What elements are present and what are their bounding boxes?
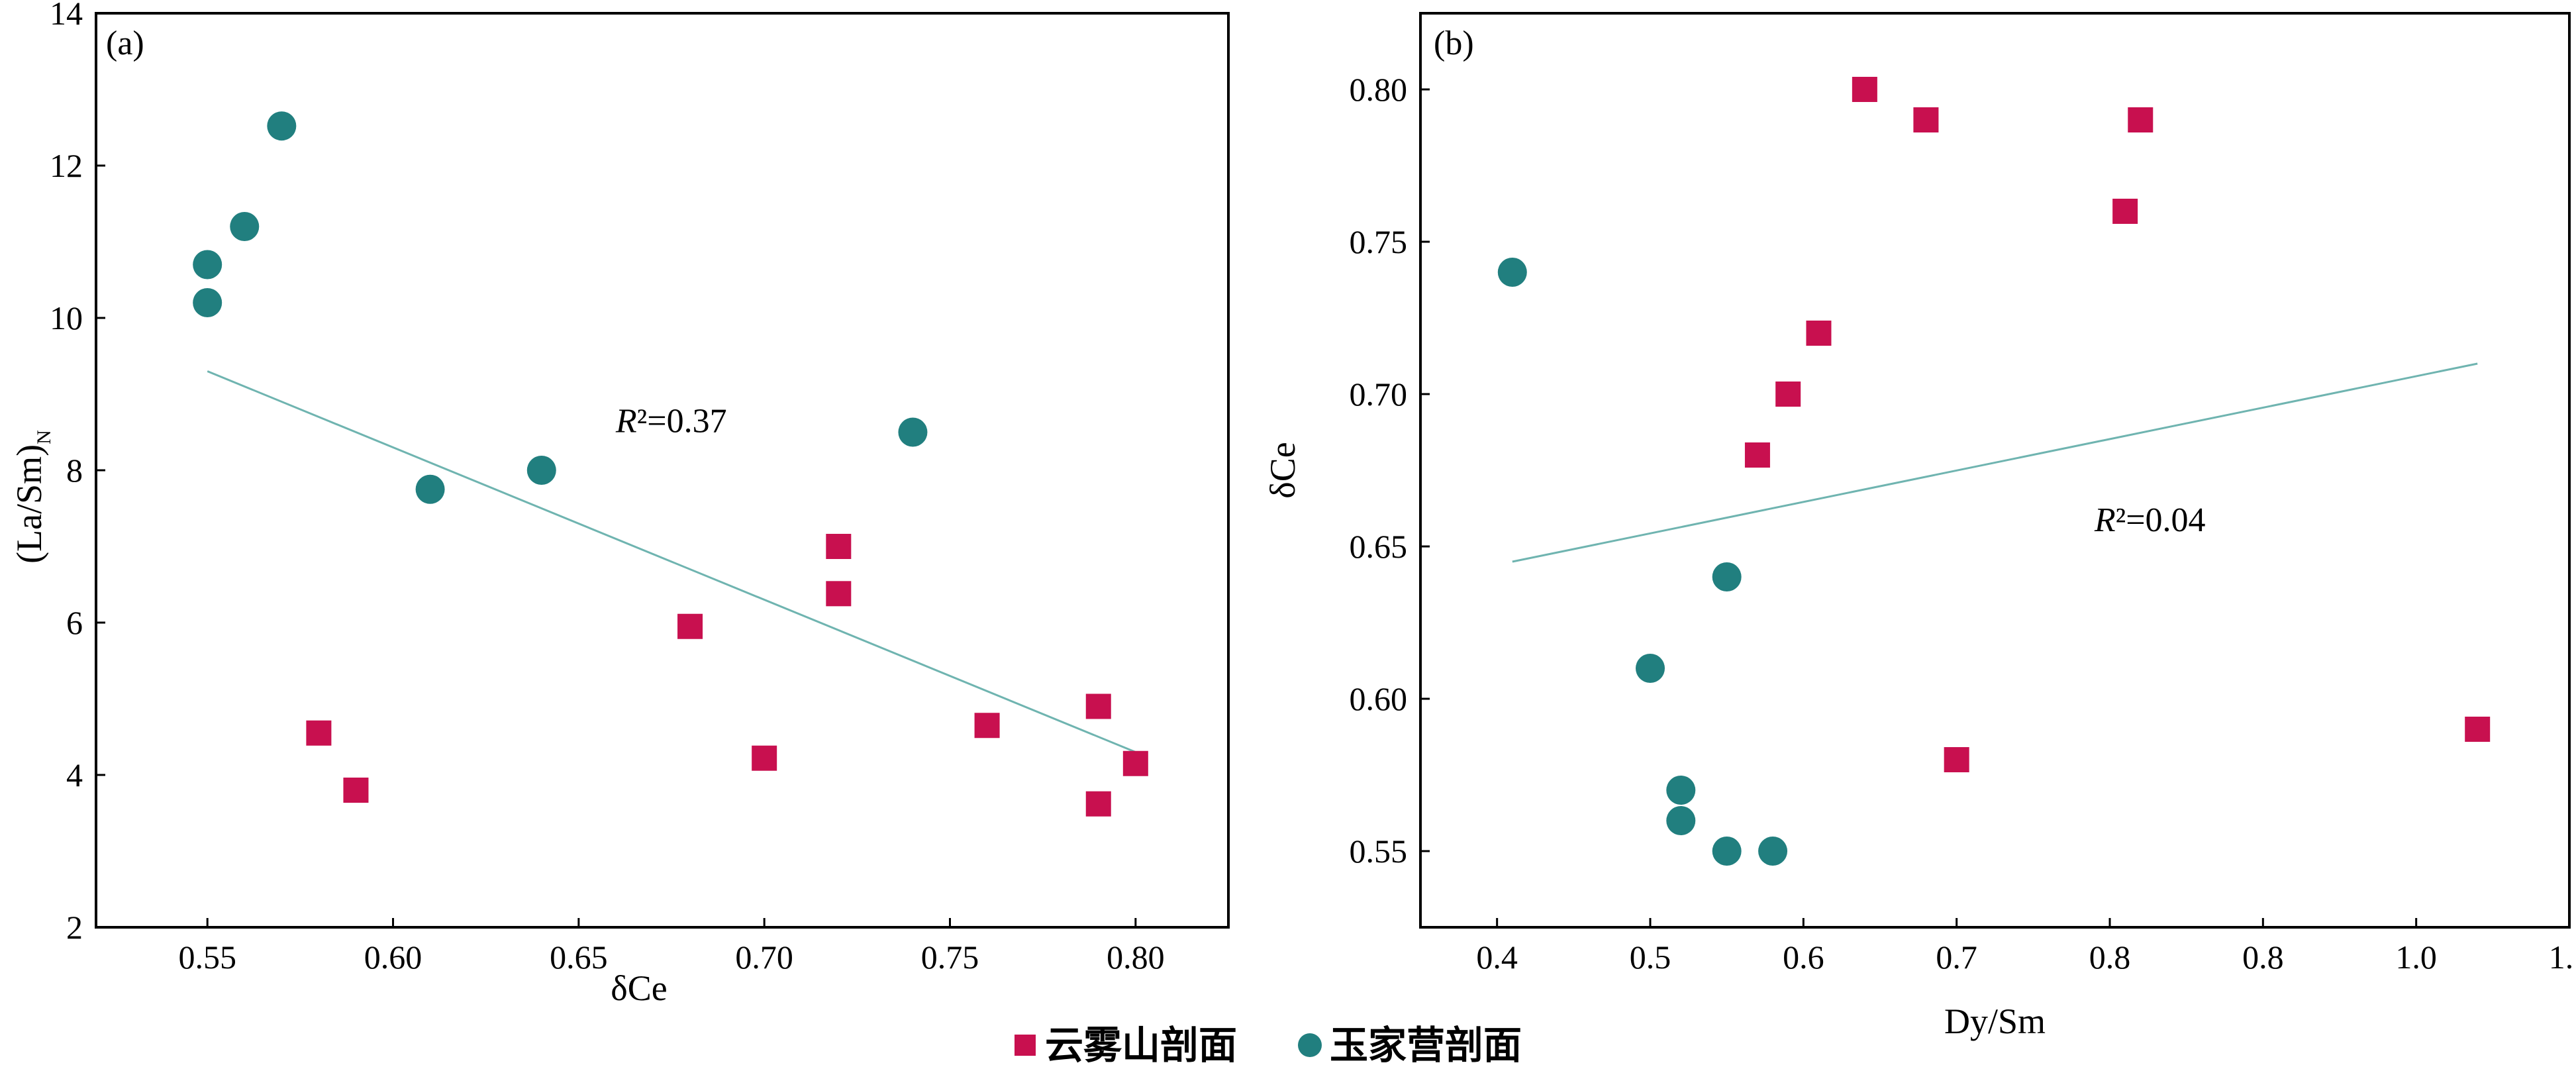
y-tick-label: 0.80 bbox=[1350, 71, 1408, 108]
r-squared-value: ²=0.04 bbox=[2116, 501, 2206, 539]
chart-panel-b: 0.4 0.5 0.6 0.7 0.8 0.8 1.0 1.1 0.55 0.60 0.65 0.70… bbox=[1263, 12, 2576, 1041]
legend-label-yunwushan: 云雾山剖面 bbox=[1045, 1023, 1237, 1068]
x-tick-label: 0.4 bbox=[1476, 939, 1518, 976]
r-squared-symbol: R bbox=[2094, 501, 2116, 539]
x-tick-label: 0.8 bbox=[2089, 939, 2131, 976]
data-point-circle bbox=[267, 111, 297, 141]
legend: 云雾山剖面 玉家营剖面 bbox=[1015, 1023, 1522, 1068]
data-point-square bbox=[2465, 717, 2491, 742]
y-tick-label: 10 bbox=[50, 299, 83, 336]
data-point-circle bbox=[1758, 837, 1788, 866]
data-point-square bbox=[306, 720, 332, 746]
x-tick-label: 0.6 bbox=[1783, 939, 1824, 976]
x-tick-label: 1.0 bbox=[2395, 939, 2437, 976]
data-point-circle bbox=[193, 288, 223, 317]
data-point-circle bbox=[1636, 654, 1665, 683]
y-tick-label: 6 bbox=[66, 604, 83, 641]
x-tick-label: 1.1 bbox=[2549, 939, 2576, 976]
data-point-circle bbox=[415, 474, 445, 504]
plot-frame bbox=[1419, 12, 2571, 929]
data-point-circle bbox=[526, 456, 556, 485]
y-tick-label: 4 bbox=[66, 756, 83, 793]
data-point-square bbox=[826, 581, 852, 607]
data-point-square bbox=[1085, 693, 1111, 719]
data-point-square bbox=[752, 745, 777, 771]
x-tick-label: 0.80 bbox=[1107, 939, 1165, 976]
data-point-square bbox=[2112, 199, 2138, 224]
y-tick-label: 12 bbox=[50, 147, 83, 184]
legend-label-yujiaying: 玉家营剖面 bbox=[1330, 1023, 1522, 1068]
y-tick-label: 0.55 bbox=[1350, 833, 1408, 870]
data-point-square bbox=[1806, 321, 1832, 346]
data-point-circle bbox=[230, 212, 260, 241]
panel-label: (b) bbox=[1434, 25, 1474, 62]
y-tick-label: 2 bbox=[66, 909, 83, 946]
data-point-circle bbox=[1666, 776, 1696, 805]
r-squared-annotation: R²=0.04 bbox=[2094, 501, 2206, 539]
y-axis-label-main: δCe bbox=[1263, 442, 1303, 498]
data-point-square bbox=[1775, 382, 1801, 407]
r-squared-value: ²=0.37 bbox=[637, 403, 727, 440]
x-tick-label: 0.65 bbox=[550, 939, 608, 976]
trend-line bbox=[1512, 362, 2478, 563]
x-tick-label: 0.8 bbox=[2242, 939, 2284, 976]
y-axis-label-main: (La/Sm) bbox=[9, 444, 49, 564]
r-squared-symbol: R bbox=[615, 403, 637, 440]
x-tick-label: 0.5 bbox=[1630, 939, 1671, 976]
data-point-circle bbox=[1712, 562, 1742, 591]
y-tick-label: 0.70 bbox=[1350, 376, 1408, 413]
data-point-circle bbox=[1666, 806, 1696, 835]
y-axis-label: δCe bbox=[1263, 442, 1303, 498]
data-point-circle bbox=[1497, 258, 1527, 287]
trend-line bbox=[207, 370, 1136, 753]
x-tick-label: 0.75 bbox=[921, 939, 979, 976]
data-point-square bbox=[1744, 442, 1770, 468]
y-tick-label: 0.65 bbox=[1350, 528, 1408, 565]
x-tick-label: 0.70 bbox=[735, 939, 793, 976]
plot-frame bbox=[95, 12, 1230, 929]
panel-label: (a) bbox=[106, 25, 144, 62]
data-point-square bbox=[677, 613, 703, 639]
y-axis-label-subscript: N bbox=[33, 430, 55, 444]
y-axis-label: (La/Sm)N bbox=[9, 430, 55, 564]
data-point-circle bbox=[898, 417, 928, 447]
data-point-square bbox=[1913, 107, 1939, 132]
legend-marker-circle bbox=[1298, 1033, 1322, 1057]
data-point-square bbox=[974, 713, 1000, 739]
data-point-square bbox=[1085, 791, 1111, 817]
y-tick-label: 0.60 bbox=[1350, 680, 1408, 717]
data-point-circle bbox=[1712, 837, 1742, 866]
data-point-square bbox=[343, 778, 369, 803]
chart-panel-a: 0.55 0.60 0.65 0.70 0.75 0.80 2 4 6 8 10 12 14 (a) δCe… bbox=[9, 0, 1230, 1008]
x-tick-label: 0.55 bbox=[178, 939, 236, 976]
y-tick-label: 8 bbox=[66, 452, 83, 489]
data-point-square bbox=[2128, 107, 2154, 132]
x-axis-label: δCe bbox=[611, 968, 667, 1008]
data-point-square bbox=[1944, 747, 1969, 772]
y-tick-label: 14 bbox=[50, 0, 83, 32]
x-tick-label: 0.60 bbox=[364, 939, 422, 976]
data-point-circle bbox=[193, 250, 223, 280]
data-point-square bbox=[826, 534, 852, 559]
x-axis-label: Dy/Sm bbox=[1944, 1001, 2046, 1041]
data-point-square bbox=[1122, 750, 1148, 776]
y-tick-label: 0.75 bbox=[1350, 223, 1408, 260]
x-tick-label: 0.7 bbox=[1936, 939, 1977, 976]
legend-marker-square bbox=[1015, 1035, 1036, 1056]
data-point-square bbox=[1852, 77, 1877, 102]
r-squared-annotation: R²=0.37 bbox=[615, 403, 727, 440]
